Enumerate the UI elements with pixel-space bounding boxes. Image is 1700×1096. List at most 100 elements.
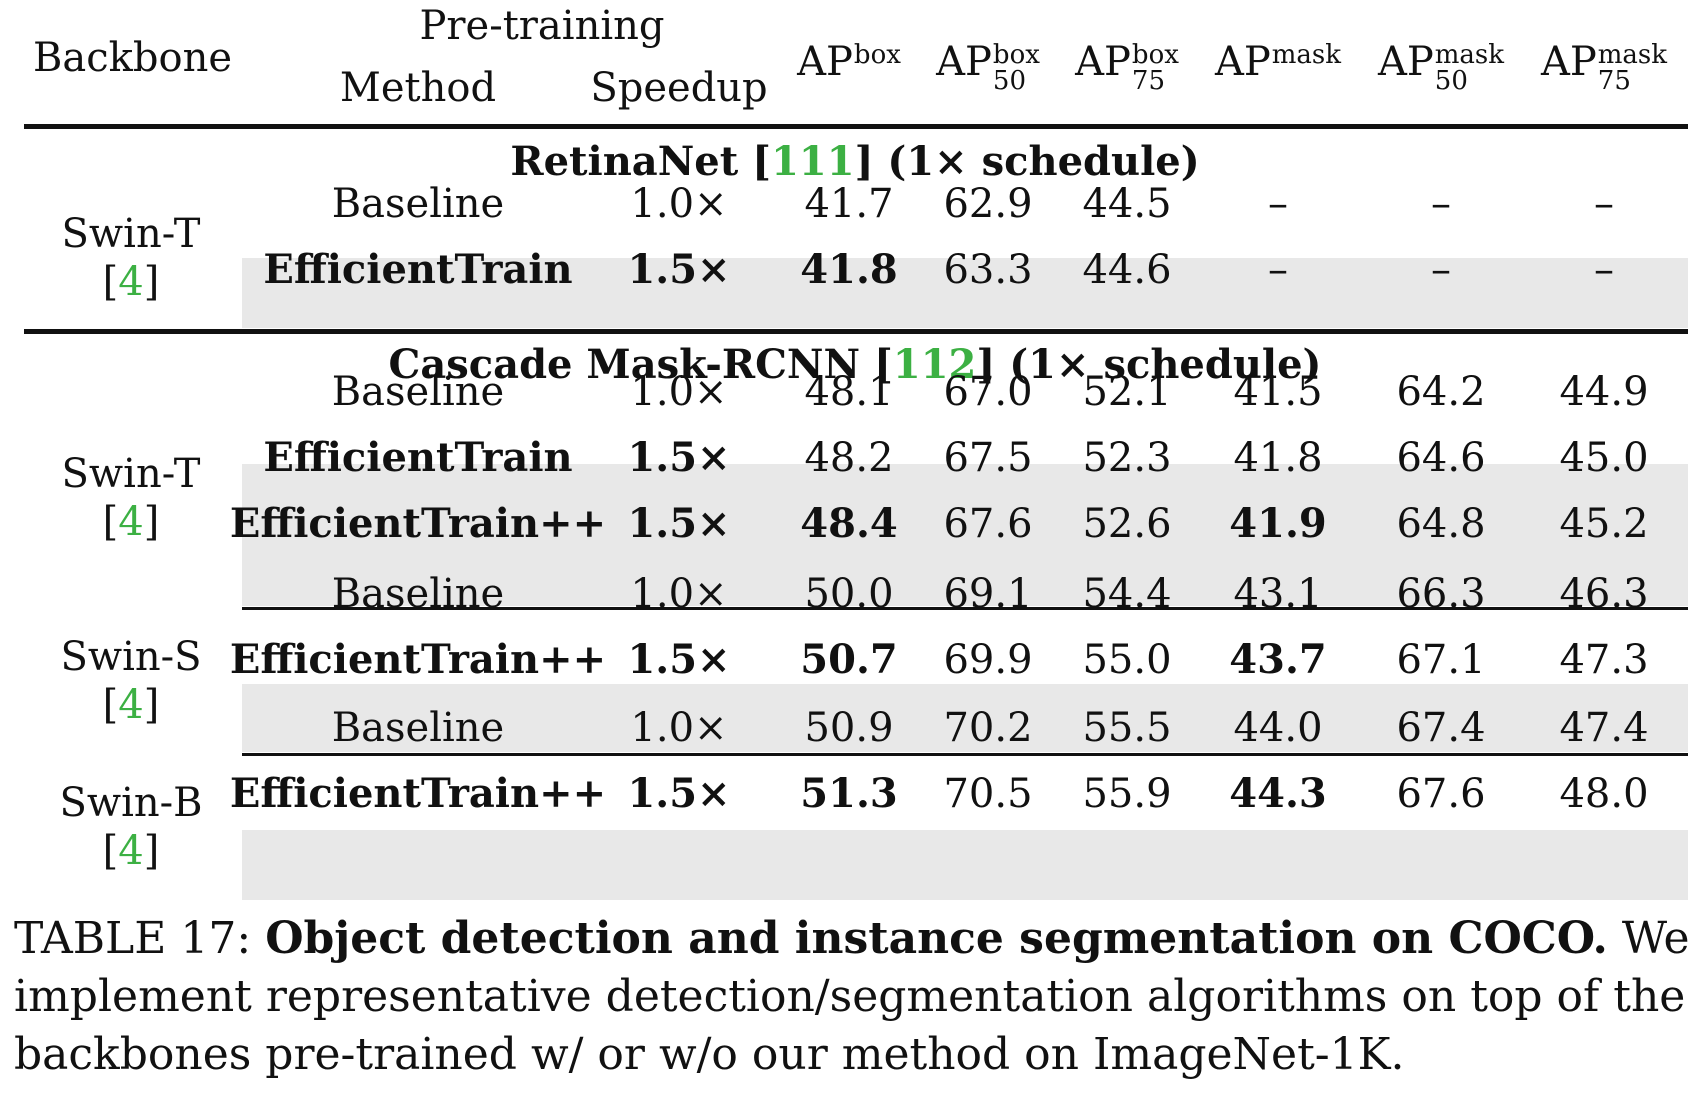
value-cell: 48.1 — [804, 369, 894, 415]
value-cell: 41.8 — [1233, 435, 1323, 481]
value-cell: 64.8 — [1396, 501, 1486, 547]
rule-top — [24, 124, 1688, 129]
row-shade — [242, 464, 1688, 606]
header-ap-mask-75: AP mask 75 — [1540, 39, 1668, 96]
value-cell: 41.5 — [1233, 369, 1323, 415]
value-cell: 69.1 — [943, 571, 1033, 617]
header-ap-mask-50: AP mask 50 — [1377, 39, 1505, 96]
value-cell: 44.5 — [1082, 181, 1172, 227]
value-cell: 43.1 — [1233, 571, 1323, 617]
value-cell: 70.2 — [943, 705, 1033, 751]
citation-link[interactable]: 111 — [771, 138, 855, 185]
value-cell: 62.9 — [943, 181, 1033, 227]
method-cell: EfficientTrain — [263, 434, 573, 481]
speedup-cell: 1.5× — [627, 434, 731, 481]
value-cell: 44.3 — [1229, 770, 1327, 817]
value-cell: 55.5 — [1082, 705, 1172, 751]
value-cell: 44.9 — [1559, 369, 1649, 415]
value-cell: 55.0 — [1082, 637, 1172, 683]
value-cell: – — [1594, 247, 1614, 293]
rule-group — [242, 753, 1688, 756]
value-cell: 41.9 — [1229, 500, 1327, 547]
value-cell: – — [1431, 181, 1451, 227]
value-cell: 70.5 — [943, 771, 1033, 817]
value-cell: 54.4 — [1082, 571, 1172, 617]
value-cell: 67.6 — [1396, 771, 1486, 817]
value-cell: 67.4 — [1396, 705, 1486, 751]
value-cell: – — [1268, 181, 1288, 227]
speedup-cell: 1.0× — [630, 705, 728, 751]
value-cell: 43.7 — [1229, 636, 1327, 683]
speedup-cell: 1.5× — [627, 770, 731, 817]
backbone-label: Swin-T [4] — [61, 211, 201, 305]
method-cell: EfficientTrain++ — [229, 500, 607, 547]
backbone-label: Swin-T [4] — [61, 451, 201, 545]
method-cell: Baseline — [331, 705, 505, 751]
rule-section — [24, 329, 1688, 334]
value-cell: 67.6 — [943, 501, 1033, 547]
section-title-cascade: Cascade Mask-RCNN [112] (1× schedule) — [388, 341, 1322, 388]
value-cell: 48.0 — [1559, 771, 1649, 817]
header-method: Method — [339, 65, 497, 111]
value-cell: 50.9 — [804, 705, 894, 751]
speedup-cell: 1.0× — [630, 181, 728, 227]
backbone-label: Swin-S [4] — [60, 634, 202, 728]
value-cell: – — [1594, 181, 1614, 227]
value-cell: 67.1 — [1396, 637, 1486, 683]
value-cell: – — [1268, 247, 1288, 293]
value-cell: 50.7 — [800, 636, 898, 683]
value-cell: 41.8 — [800, 246, 898, 293]
value-cell: 48.2 — [804, 435, 894, 481]
header-speedup: Speedup — [590, 65, 768, 111]
value-cell: 47.3 — [1559, 637, 1649, 683]
speedup-cell: 1.5× — [627, 500, 731, 547]
section-title-retinanet: RetinaNet [111] (1× schedule) — [510, 138, 1200, 185]
value-cell: 64.2 — [1396, 369, 1486, 415]
value-cell: 44.6 — [1082, 247, 1172, 293]
citation-link[interactable]: 4 — [118, 682, 144, 728]
header-ap-box-75: AP box 75 — [1075, 39, 1179, 96]
value-cell: 67.5 — [943, 435, 1033, 481]
header-ap-box-50: AP box 50 — [936, 39, 1040, 96]
header-pretraining: Pre-training — [419, 3, 665, 49]
speedup-cell: 1.0× — [630, 369, 728, 415]
value-cell: 44.0 — [1233, 705, 1323, 751]
row-shade — [242, 684, 1688, 752]
header-ap-box: AP box — [797, 39, 901, 85]
backbone-label: Swin-B [4] — [59, 780, 203, 874]
method-cell: Baseline — [331, 181, 505, 227]
citation-link[interactable]: 4 — [118, 828, 144, 874]
citation-link[interactable]: 112 — [892, 341, 977, 388]
value-cell: 67.0 — [943, 369, 1033, 415]
method-cell: Baseline — [331, 369, 505, 415]
header-ap-mask: AP mask — [1214, 39, 1342, 85]
value-cell: 55.9 — [1082, 771, 1172, 817]
value-cell: 52.3 — [1082, 435, 1172, 481]
speedup-cell: 1.5× — [627, 636, 731, 683]
value-cell: 41.7 — [804, 181, 894, 227]
value-cell: 47.4 — [1559, 705, 1649, 751]
method-cell: EfficientTrain++ — [229, 770, 607, 817]
method-cell: EfficientTrain++ — [229, 636, 607, 683]
value-cell: 45.0 — [1559, 435, 1649, 481]
speedup-cell: 1.5× — [627, 246, 731, 293]
value-cell: – — [1431, 247, 1451, 293]
method-cell: Baseline — [331, 571, 505, 617]
row-shade — [242, 830, 1688, 900]
rule-group — [242, 607, 1688, 610]
table-caption: TABLE 17: Object detection and instance … — [14, 913, 1690, 1080]
value-cell: 52.6 — [1082, 501, 1172, 547]
value-cell: 51.3 — [800, 770, 898, 817]
value-cell: 52.1 — [1082, 369, 1172, 415]
citation-link[interactable]: 4 — [118, 259, 144, 305]
value-cell: 45.2 — [1559, 501, 1649, 547]
value-cell: 69.9 — [943, 637, 1033, 683]
citation-link[interactable]: 4 — [118, 499, 144, 545]
value-cell: 50.0 — [804, 571, 894, 617]
value-cell: 66.3 — [1396, 571, 1486, 617]
header-backbone: Backbone — [33, 35, 233, 81]
value-cell: 63.3 — [943, 247, 1033, 293]
value-cell: 46.3 — [1559, 571, 1649, 617]
row-shade — [242, 258, 1688, 328]
method-cell: EfficientTrain — [263, 246, 573, 293]
